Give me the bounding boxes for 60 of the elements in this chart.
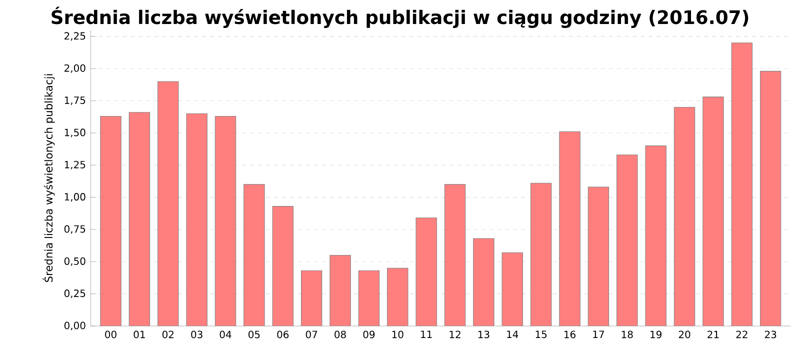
bar xyxy=(473,238,494,326)
x-tick-label: 18 xyxy=(622,330,633,338)
y-tick-label: 2,25 xyxy=(64,32,86,41)
x-tick-label: 19 xyxy=(650,330,662,338)
bar xyxy=(128,112,150,326)
bar xyxy=(186,113,208,326)
x-tick-label: 07 xyxy=(306,330,318,338)
x-tick-label: 23 xyxy=(764,330,776,338)
y-tick-label: 1,25 xyxy=(64,160,86,170)
bar xyxy=(330,254,351,326)
x-tick-label: 12 xyxy=(450,330,460,338)
y-tick-label: 0,50 xyxy=(64,257,86,266)
y-tick-label: 1,75 xyxy=(64,96,86,105)
bar xyxy=(214,116,236,326)
x-tick-label: 13 xyxy=(478,330,490,338)
bar xyxy=(731,42,752,326)
x-tick-label: 08 xyxy=(334,330,346,338)
x-tick-label: 14 xyxy=(507,330,518,338)
y-tick-label: 2,00 xyxy=(64,64,86,73)
x-tick-label: 10 xyxy=(392,330,404,338)
y-tick-label: 0,75 xyxy=(64,225,86,234)
x-tick-label: 16 xyxy=(564,330,576,338)
bar xyxy=(358,270,380,326)
bar xyxy=(272,206,294,326)
bar xyxy=(444,184,466,326)
y-tick-label: 0,00 xyxy=(64,322,86,330)
x-tick-label: 15 xyxy=(536,330,547,338)
bar xyxy=(100,116,122,326)
bar xyxy=(559,131,580,326)
y-tick-label: 0,25 xyxy=(64,290,86,298)
bar xyxy=(244,184,265,326)
x-tick-label: 03 xyxy=(191,330,202,338)
y-tick-label: 1,50 xyxy=(64,128,86,138)
bar xyxy=(760,70,782,326)
x-tick-label: 01 xyxy=(134,330,145,338)
x-tick-label: 22 xyxy=(736,330,748,338)
x-tick-label: 11 xyxy=(421,330,432,338)
bar xyxy=(387,268,408,326)
x-tick-label: 17 xyxy=(593,330,604,338)
x-tick-label: 04 xyxy=(220,330,232,338)
x-tick-label: 00 xyxy=(105,330,116,338)
bar xyxy=(702,96,724,326)
bar xyxy=(158,81,179,326)
x-tick-label: 21 xyxy=(708,330,719,338)
bar xyxy=(674,106,696,326)
bar xyxy=(588,186,610,326)
y-axis-title: Średnia liczba wyświetlonych publikacji xyxy=(42,74,55,282)
x-tick-label: 05 xyxy=(248,330,260,338)
bar xyxy=(416,218,437,326)
bar xyxy=(645,146,666,326)
y-tick-label: 1,00 xyxy=(64,193,86,202)
bar xyxy=(300,270,322,326)
bar xyxy=(616,154,638,326)
bar xyxy=(502,252,523,326)
x-tick-label: 09 xyxy=(363,330,375,338)
x-tick-label: 20 xyxy=(678,330,690,338)
x-tick-label: 02 xyxy=(162,330,174,338)
x-tick-label: 06 xyxy=(277,330,289,338)
chart-title: Średnia liczba wyświetlonych publikacji w ciągu godziny (2016.07) xyxy=(52,6,748,28)
bar xyxy=(530,182,552,326)
